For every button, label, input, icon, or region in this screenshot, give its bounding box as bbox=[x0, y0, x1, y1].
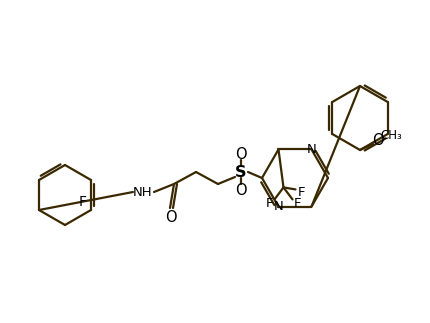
Text: N: N bbox=[306, 143, 316, 156]
Text: CH₃: CH₃ bbox=[379, 129, 401, 141]
Text: O: O bbox=[165, 210, 176, 224]
Text: O: O bbox=[235, 182, 246, 197]
Text: F: F bbox=[297, 186, 304, 199]
Text: N: N bbox=[273, 200, 283, 213]
Text: F: F bbox=[265, 197, 273, 210]
Text: NH: NH bbox=[133, 185, 153, 199]
Text: O: O bbox=[372, 132, 383, 148]
Text: O: O bbox=[235, 147, 246, 162]
Text: F: F bbox=[293, 197, 301, 210]
Text: F: F bbox=[79, 195, 87, 209]
Text: S: S bbox=[235, 164, 246, 180]
